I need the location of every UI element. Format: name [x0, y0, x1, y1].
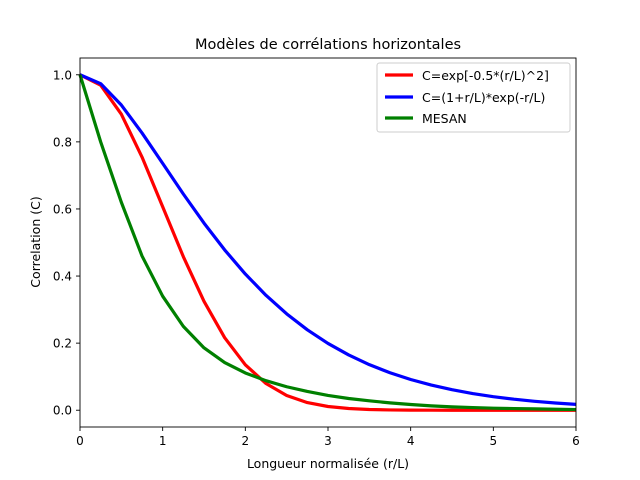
series-line-3	[78, 74, 577, 412]
plot-area: 0 1 2 3 4 5 6 0.0 0.2 0.4 0.6 0.8 1.0	[53, 57, 580, 448]
y-axis-ticks: 0.0 0.2 0.4 0.6 0.8 1.0	[53, 68, 80, 418]
chart-title: Modèles de corrélations horizontales	[195, 37, 461, 53]
legend-label-2: C=(1+r/L)*exp(-r/L)	[422, 90, 545, 105]
x-tick-label: 4	[407, 434, 415, 448]
x-axis-label: Longueur normalisée (r/L)	[247, 456, 409, 471]
series-layer	[78, 73, 577, 412]
y-tick-label: 0.4	[53, 270, 72, 284]
y-axis-label: Correlation (C)	[28, 196, 43, 287]
series-line-1	[79, 73, 576, 412]
y-tick-label: 0.2	[53, 337, 72, 351]
series-line-2	[79, 73, 577, 406]
x-tick-label: 3	[324, 434, 332, 448]
legend-label-1: C=exp[-0.5*(r/L)^2]	[422, 68, 549, 83]
x-axis-ticks: 0 1 2 3 4 5 6	[76, 427, 580, 448]
y-tick-label: 0.0	[53, 404, 72, 418]
x-tick-label: 6	[572, 434, 580, 448]
legend-label-3: MESAN	[422, 111, 467, 126]
y-tick-label: 0.6	[53, 202, 72, 216]
legend-frame	[376, 62, 571, 133]
x-tick-label: 5	[490, 434, 498, 448]
x-tick-label: 2	[242, 434, 250, 448]
y-tick-label: 0.8	[53, 135, 72, 149]
legend: C=exp[-0.5*(r/L)^2] C=(1+r/L)*exp(-r/L) …	[376, 62, 571, 133]
x-tick-label: 1	[159, 434, 167, 448]
x-tick-label: 0	[76, 434, 84, 448]
y-tick-label: 1.0	[53, 68, 72, 82]
